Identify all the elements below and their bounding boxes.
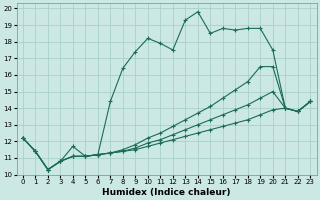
X-axis label: Humidex (Indice chaleur): Humidex (Indice chaleur) [102, 188, 231, 197]
